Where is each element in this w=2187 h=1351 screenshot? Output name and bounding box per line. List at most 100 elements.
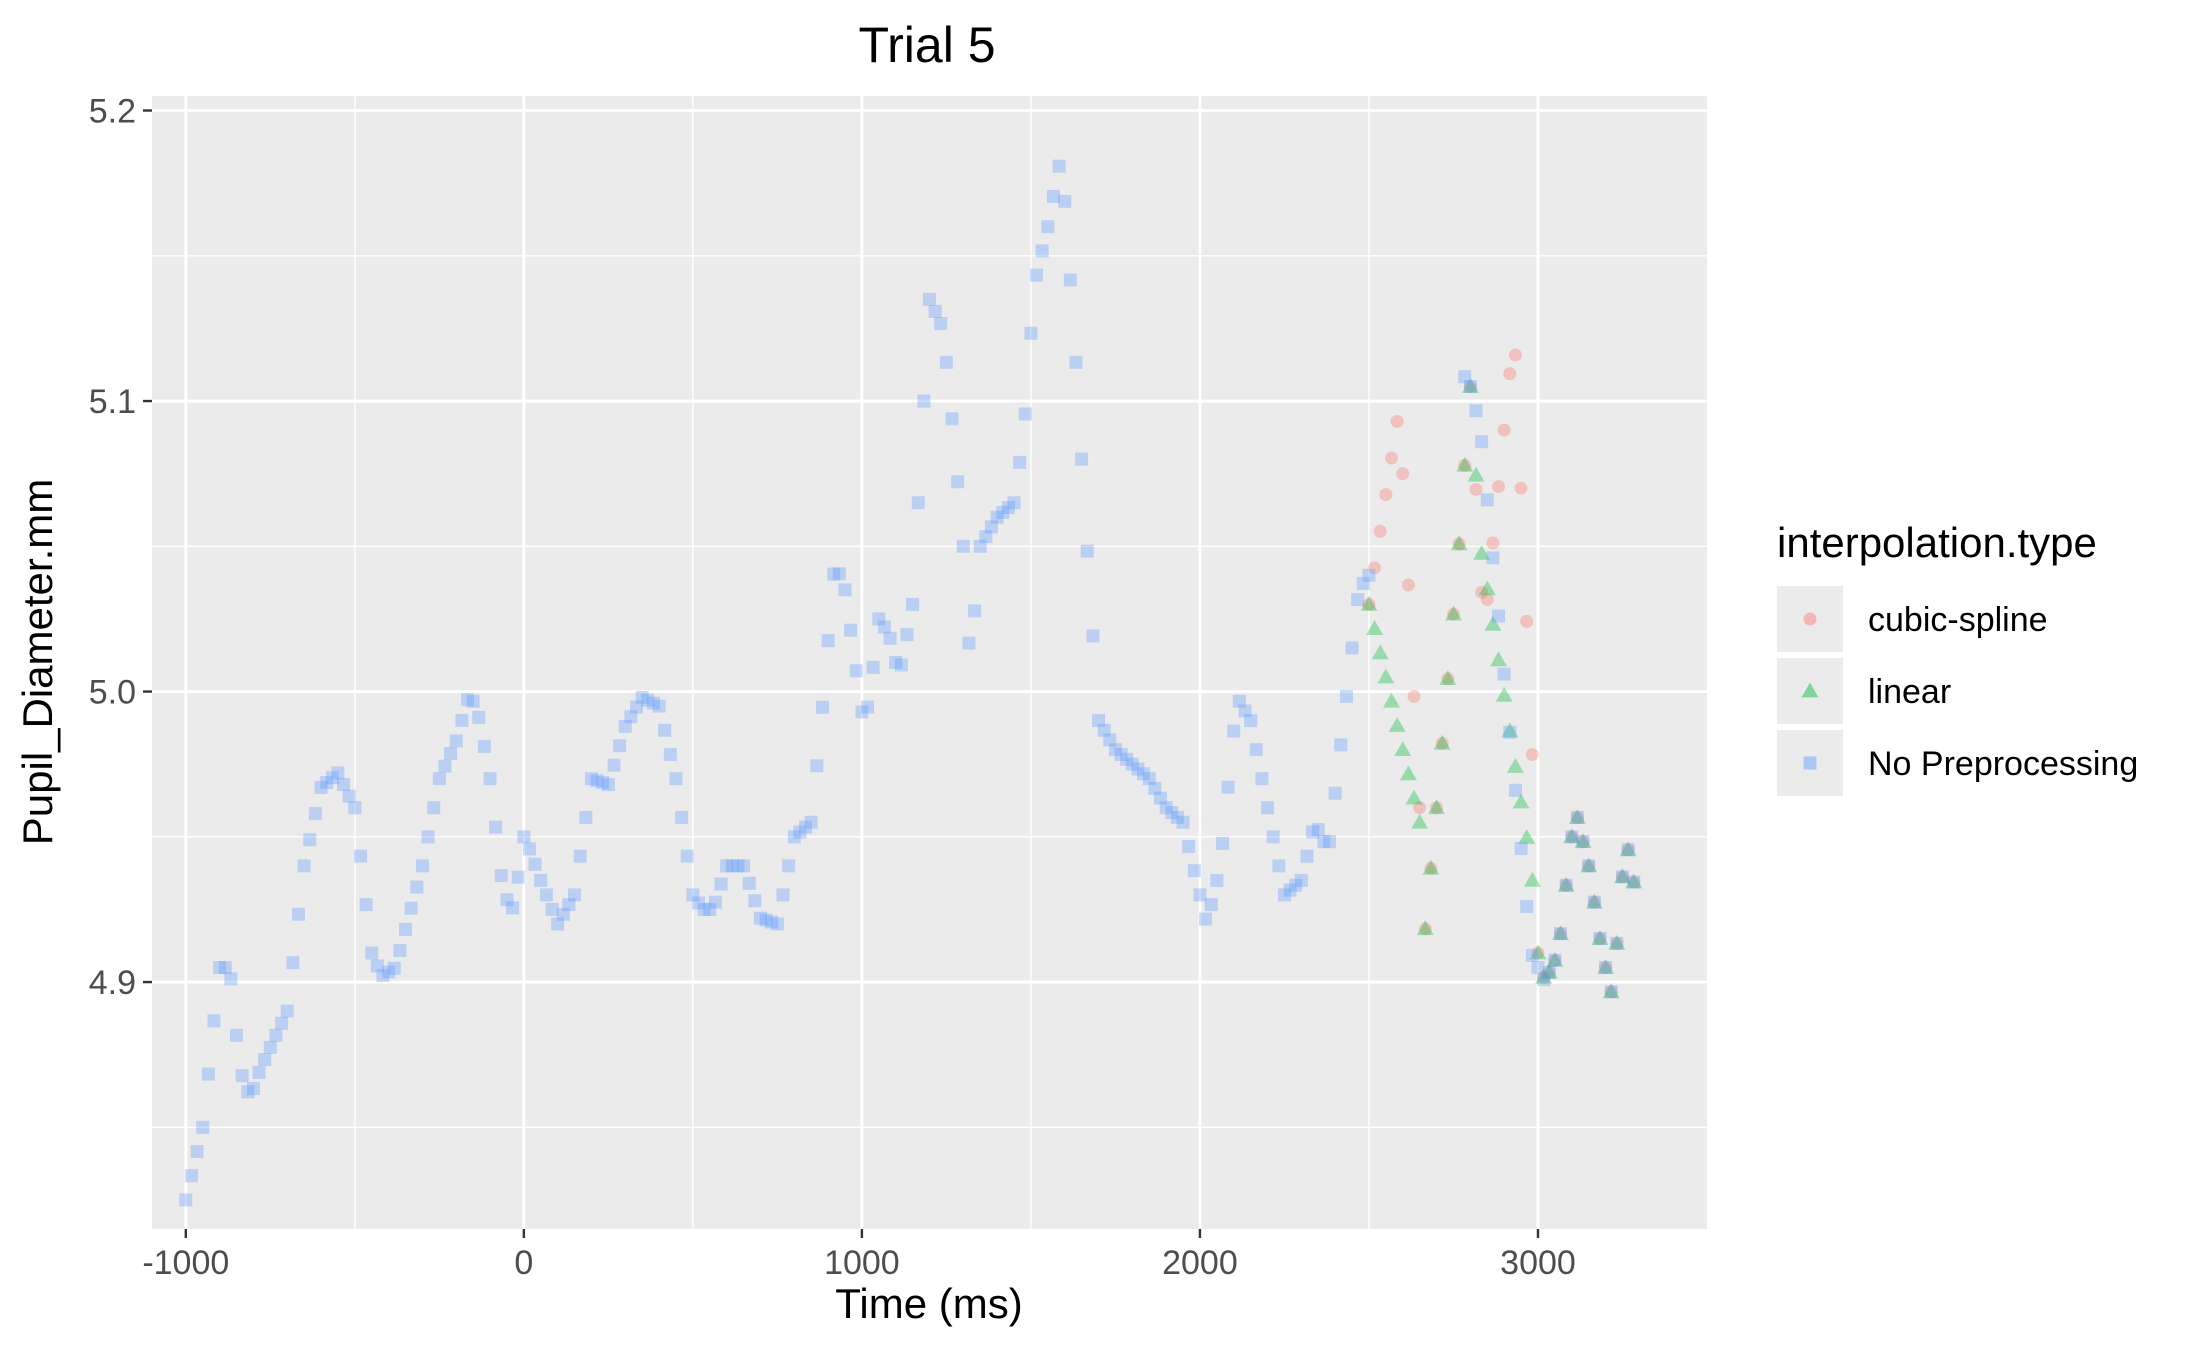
data-point (1422, 859, 1440, 875)
data-point (1399, 765, 1417, 781)
data-point (1486, 551, 1500, 565)
data-point (1433, 734, 1451, 750)
data-point (1610, 936, 1624, 950)
data-point (1159, 801, 1173, 815)
data-point (601, 778, 615, 792)
data-point (996, 505, 1010, 519)
data-point (489, 820, 503, 834)
data-point (1458, 458, 1472, 472)
data-point (1503, 725, 1517, 739)
data-point (1627, 875, 1641, 889)
data-point (1388, 716, 1406, 732)
data-point (1568, 808, 1586, 824)
data-point (1535, 968, 1553, 984)
data-point (539, 888, 553, 902)
data-point (556, 907, 570, 921)
data-point (1401, 578, 1415, 592)
data-point (1277, 888, 1291, 902)
data-point (641, 693, 655, 707)
data-point (776, 888, 790, 902)
data-point (331, 766, 345, 780)
data-point (1058, 194, 1072, 208)
data-point (1092, 714, 1106, 728)
data-point (1373, 524, 1387, 538)
data-point (190, 1145, 204, 1159)
data-point (782, 859, 796, 873)
data-point (686, 888, 700, 902)
data-point (1490, 651, 1508, 667)
legend-swatch (1803, 612, 1817, 626)
data-point (269, 1028, 283, 1042)
data-point (303, 833, 317, 847)
data-point (1554, 927, 1568, 941)
data-point (1030, 268, 1044, 282)
data-point (1238, 704, 1252, 718)
data-point (1366, 620, 1384, 635)
data-point (1266, 830, 1280, 844)
data-point (472, 710, 486, 724)
data-point (815, 700, 829, 714)
data-point (1407, 689, 1421, 703)
data-point (753, 911, 767, 925)
data-point (692, 896, 706, 910)
data-point (1362, 597, 1376, 611)
data-point (218, 961, 232, 975)
data-point (1439, 670, 1457, 686)
data-point (1069, 355, 1083, 369)
data-point (1306, 825, 1320, 839)
data-point (680, 849, 694, 863)
data-point (1283, 883, 1297, 897)
data-point (1221, 780, 1235, 794)
data-point (1377, 668, 1395, 684)
data-point (1187, 864, 1201, 878)
data-point (1461, 378, 1479, 393)
data-point (1621, 843, 1635, 857)
data-point (1497, 667, 1511, 681)
data-point (1587, 895, 1601, 909)
data-point (1396, 467, 1410, 481)
data-point (911, 496, 925, 510)
data-point (596, 776, 610, 790)
data-point (618, 719, 632, 733)
data-point (1001, 501, 1015, 515)
data-point (573, 849, 587, 863)
data-point (770, 917, 784, 931)
data-point (1137, 767, 1151, 781)
data-point (1480, 493, 1494, 507)
data-point (1523, 871, 1541, 887)
data-point (1467, 466, 1485, 482)
data-point (652, 699, 666, 713)
data-point (844, 623, 858, 637)
data-point (297, 859, 311, 873)
legend-label: No Preprocessing (1868, 745, 2138, 783)
data-point (675, 810, 689, 824)
data-point (1548, 953, 1562, 967)
data-point (1311, 823, 1325, 837)
data-point (793, 825, 807, 839)
data-point (421, 830, 435, 844)
data-point (263, 1040, 277, 1054)
data-point (1430, 801, 1444, 815)
data-point (1497, 423, 1511, 437)
data-point (737, 859, 751, 873)
data-point (466, 694, 480, 708)
data-point (866, 660, 880, 674)
data-point (511, 870, 525, 884)
data-point (945, 412, 959, 426)
data-point (1608, 934, 1626, 950)
data-point (917, 394, 931, 408)
data-point (1390, 414, 1404, 428)
data-point (720, 859, 734, 873)
data-point (1165, 806, 1179, 820)
data-point (1580, 857, 1598, 873)
data-point (1323, 835, 1337, 849)
data-point (342, 789, 356, 803)
data-point (883, 631, 897, 645)
data-point (1024, 326, 1038, 340)
data-point (646, 696, 660, 710)
data-point (1416, 920, 1434, 936)
data-point (1585, 893, 1603, 909)
data-point (1176, 815, 1190, 829)
data-point (1486, 536, 1500, 550)
data-point (1619, 841, 1637, 857)
